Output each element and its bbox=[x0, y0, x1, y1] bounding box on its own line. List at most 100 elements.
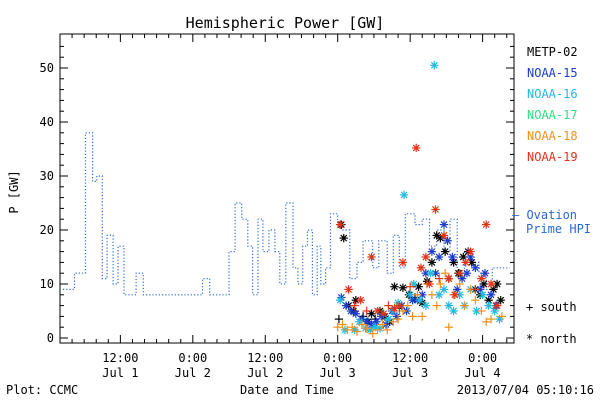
data-point bbox=[449, 258, 458, 267]
point-stroke bbox=[426, 280, 433, 288]
data-point bbox=[379, 309, 388, 318]
data-point bbox=[383, 325, 392, 335]
point-stroke bbox=[485, 302, 493, 310]
data-point bbox=[482, 220, 491, 229]
point-stroke bbox=[444, 237, 452, 245]
x-tick-time-label: 0:00 bbox=[178, 351, 207, 365]
x-tick-time-label: 0:00 bbox=[323, 351, 352, 365]
point-stroke bbox=[399, 284, 407, 292]
data-point bbox=[482, 317, 491, 326]
data-point bbox=[466, 247, 475, 256]
data-point bbox=[439, 220, 449, 229]
data-point bbox=[339, 233, 348, 243]
point-stroke bbox=[410, 280, 418, 288]
point-stroke bbox=[473, 307, 481, 315]
data-point bbox=[390, 282, 399, 291]
data-point bbox=[471, 263, 480, 272]
legend-north: * north bbox=[526, 332, 577, 346]
point-stroke bbox=[463, 269, 471, 277]
data-point bbox=[484, 301, 493, 310]
data-point bbox=[440, 247, 450, 256]
point-stroke bbox=[435, 253, 443, 261]
point-stroke bbox=[399, 258, 407, 266]
data-point bbox=[352, 327, 362, 336]
data-point bbox=[427, 258, 437, 267]
point-stroke bbox=[450, 307, 458, 315]
legend-ovation-label-2: Prime HPI bbox=[526, 222, 591, 236]
data-point bbox=[426, 269, 435, 278]
point-stroke bbox=[432, 206, 439, 213]
point-stroke bbox=[417, 264, 425, 272]
point-stroke bbox=[459, 253, 467, 261]
point-stroke bbox=[448, 253, 456, 261]
data-point bbox=[384, 314, 393, 324]
point-stroke bbox=[451, 291, 459, 299]
point-stroke bbox=[481, 269, 489, 277]
x-tick-time-label: 12:00 bbox=[392, 351, 428, 365]
data-point bbox=[432, 301, 441, 310]
point-stroke bbox=[428, 248, 436, 256]
point-stroke bbox=[336, 296, 344, 304]
data-point bbox=[398, 283, 408, 292]
data-point bbox=[333, 323, 342, 332]
point-stroke bbox=[394, 299, 402, 307]
point-stroke bbox=[467, 248, 474, 256]
point-stroke bbox=[400, 191, 408, 199]
point-stroke bbox=[428, 258, 436, 266]
data-point bbox=[344, 285, 353, 294]
data-point bbox=[357, 320, 367, 329]
data-point bbox=[478, 290, 487, 299]
point-stroke bbox=[422, 253, 430, 261]
point-stroke bbox=[368, 321, 375, 328]
point-stroke bbox=[493, 302, 501, 310]
data-point bbox=[367, 309, 376, 318]
data-point bbox=[471, 296, 480, 305]
data-point bbox=[455, 279, 464, 289]
data-point bbox=[399, 190, 409, 200]
data-point bbox=[368, 329, 377, 338]
y-tick-label: 40 bbox=[40, 115, 54, 129]
point-stroke bbox=[427, 269, 435, 277]
point-stroke bbox=[468, 258, 476, 266]
data-point bbox=[343, 325, 352, 335]
legend-entry: NOAA-17 bbox=[527, 108, 578, 122]
point-stroke bbox=[384, 315, 392, 323]
data-point bbox=[416, 263, 426, 272]
point-stroke bbox=[456, 269, 464, 277]
data-point bbox=[444, 274, 453, 283]
data-point bbox=[337, 293, 346, 302]
data-point bbox=[413, 290, 422, 299]
data-point bbox=[448, 252, 457, 262]
y-axis-label: P [GW] bbox=[7, 170, 21, 213]
point-stroke bbox=[372, 318, 380, 326]
data-point bbox=[348, 323, 357, 332]
ovation-hpi-polyline bbox=[63, 132, 510, 296]
point-stroke bbox=[406, 291, 414, 299]
data-point bbox=[362, 306, 371, 316]
y-tick-label: 10 bbox=[40, 277, 54, 291]
y-tick-label: 20 bbox=[40, 223, 54, 237]
data-point bbox=[461, 258, 470, 267]
point-stroke bbox=[340, 234, 348, 242]
data-point bbox=[421, 301, 431, 310]
data-point bbox=[341, 301, 351, 310]
point-stroke bbox=[352, 310, 360, 318]
point-stroke bbox=[374, 307, 382, 315]
point-stroke bbox=[416, 296, 424, 304]
data-point bbox=[486, 279, 496, 289]
point-stroke bbox=[435, 291, 443, 299]
legend-entry: NOAA-15 bbox=[527, 66, 578, 80]
point-stroke bbox=[450, 258, 458, 266]
point-stroke bbox=[471, 264, 479, 272]
data-point bbox=[477, 274, 486, 283]
data-point bbox=[398, 258, 408, 267]
data-point bbox=[439, 285, 449, 294]
point-stroke bbox=[445, 275, 453, 283]
y-tick-label: 50 bbox=[40, 61, 54, 75]
data-point bbox=[480, 269, 490, 278]
data-point bbox=[440, 269, 450, 278]
point-stroke bbox=[487, 280, 495, 288]
point-stroke bbox=[467, 253, 474, 261]
data-point bbox=[443, 236, 452, 245]
data-point bbox=[338, 320, 347, 329]
